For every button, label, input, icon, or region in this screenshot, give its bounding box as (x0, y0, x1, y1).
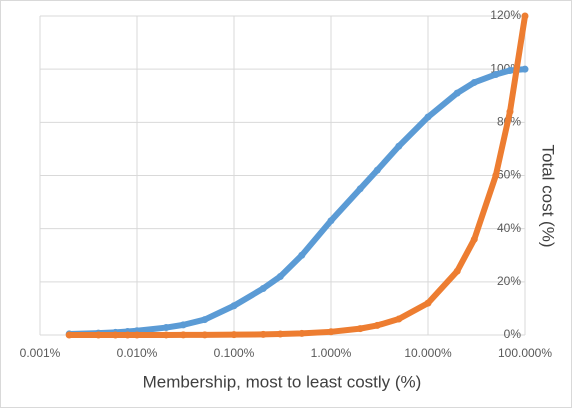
point (356, 325, 364, 333)
point (259, 284, 267, 292)
point (230, 331, 238, 339)
y-tick-label: 120% (490, 8, 521, 22)
point (179, 321, 187, 329)
point (65, 331, 73, 339)
point (94, 331, 102, 339)
point (276, 330, 284, 338)
x-tick-label: 10.000% (404, 346, 452, 360)
x-tick-label: 0.100% (214, 346, 255, 360)
y-axis-title: Total cost (%) (539, 145, 558, 248)
point (424, 113, 432, 121)
point (124, 331, 132, 339)
point (470, 235, 478, 243)
y-tick-label: 0% (504, 327, 522, 341)
point (327, 328, 335, 336)
point (133, 331, 141, 339)
point (470, 78, 478, 86)
x-tick-label: 0.001% (20, 346, 61, 360)
point (298, 251, 306, 259)
point (162, 324, 170, 332)
point (373, 166, 381, 174)
series-line (66, 66, 528, 337)
point (395, 142, 403, 150)
point (201, 316, 209, 324)
y-tick-label: 60% (497, 168, 521, 182)
point (276, 273, 284, 281)
series-line (66, 13, 528, 338)
x-tick-label: 1.000% (311, 346, 352, 360)
x-tick-label: 0.010% (117, 346, 158, 360)
point (521, 65, 529, 73)
point (201, 331, 209, 339)
point (356, 185, 364, 193)
point (111, 331, 119, 339)
point (453, 89, 461, 97)
point (162, 331, 170, 339)
point (259, 330, 267, 338)
point (327, 217, 335, 225)
point (492, 70, 500, 78)
point (230, 302, 238, 310)
x-tick-label: 100.000% (498, 346, 552, 360)
point (395, 315, 403, 323)
point (424, 299, 432, 307)
point (521, 12, 529, 20)
x-axis-title: Membership, most to least costly (%) (143, 372, 422, 391)
point (492, 172, 500, 179)
point (506, 108, 514, 116)
point (373, 321, 381, 329)
point (179, 331, 187, 339)
point (298, 329, 306, 337)
y-tick-label: 20% (497, 274, 521, 288)
y-tick-label: 40% (497, 221, 521, 235)
point (453, 267, 461, 275)
point (506, 66, 514, 74)
